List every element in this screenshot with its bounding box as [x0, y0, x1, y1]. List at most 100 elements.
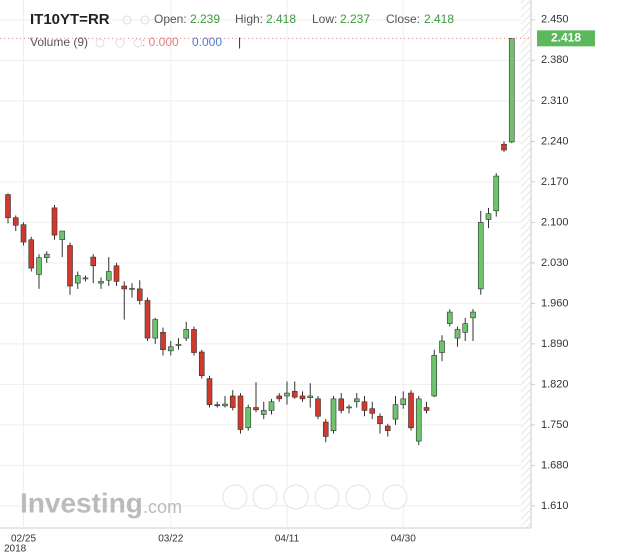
candle-body [191, 329, 197, 353]
last-price-label: 2.418 [551, 31, 581, 45]
candle-body [462, 323, 469, 333]
candle-body [105, 271, 112, 281]
future-area [521, 0, 531, 528]
candle-body [369, 408, 376, 414]
candle-body [315, 398, 321, 417]
candle-body [253, 407, 259, 411]
volume-value: 0.000 [192, 35, 222, 49]
candle-body [36, 257, 42, 275]
candle-body [377, 415, 383, 425]
candle-body [408, 392, 414, 429]
nav-buttons [222, 484, 408, 510]
icon [122, 15, 132, 25]
candle-body [307, 395, 314, 398]
y-tick-label: 1.750 [541, 419, 569, 431]
volume-label: Volume (9) [30, 35, 88, 49]
candle-body [152, 319, 159, 339]
candle-body [20, 224, 27, 243]
high-value: 2.418 [266, 12, 296, 26]
candle-body [284, 392, 290, 397]
nav-button[interactable] [345, 484, 371, 510]
candle-body [338, 398, 345, 411]
y-tick-label: 1.960 [541, 297, 569, 309]
candle-body [439, 340, 445, 353]
candle-body [508, 38, 515, 143]
candle-body [82, 277, 89, 280]
candle-body [5, 194, 11, 219]
nav-button[interactable] [252, 484, 278, 510]
candle-body [423, 407, 430, 411]
y-tick-label: 1.680 [541, 459, 569, 471]
candle-body [144, 300, 151, 339]
icon [133, 38, 143, 48]
candle-body [214, 404, 221, 407]
candle-body [175, 344, 182, 346]
candle-body [392, 404, 399, 420]
open-label: Open: [154, 12, 187, 26]
y-tick-label: 1.890 [541, 338, 569, 350]
low-value: 2.237 [340, 12, 370, 26]
candle-body [98, 281, 104, 284]
x-tick-label: 02/25 [11, 534, 36, 545]
candle-body [361, 401, 368, 411]
candle-body [90, 256, 97, 267]
candle-body [198, 351, 205, 377]
candle-body [28, 239, 35, 269]
candle-body [454, 329, 461, 339]
candle-body [51, 207, 58, 236]
nav-button[interactable] [382, 484, 408, 510]
candle-body [501, 143, 507, 151]
candle-body [400, 398, 407, 405]
nav-button[interactable] [222, 484, 248, 510]
high-label: High: [235, 12, 263, 26]
candle-body [245, 407, 252, 429]
candle-body [330, 398, 337, 431]
candle-body [160, 332, 166, 350]
open-value: 2.239 [190, 12, 220, 26]
y-tick-label: 2.100 [541, 216, 569, 228]
candle-body [299, 395, 306, 400]
candle-body [485, 213, 492, 220]
candle-body [59, 230, 66, 241]
candle-body [12, 217, 19, 226]
candle-body [121, 285, 128, 290]
candle-body [431, 355, 438, 397]
nav-button[interactable] [314, 484, 340, 510]
last-price-box [537, 30, 595, 47]
candle-body [74, 275, 81, 284]
candle-body [470, 311, 476, 319]
candle-body [276, 395, 283, 400]
candle-body [222, 403, 228, 407]
grid [0, 0, 521, 528]
close-value: 2.418 [424, 12, 454, 26]
candle-body [322, 421, 329, 437]
candle-body [206, 378, 213, 405]
candle-body [477, 222, 484, 290]
y-tick-label: 2.030 [541, 257, 569, 269]
candle-body [229, 395, 236, 408]
y-tick-label: 2.240 [541, 135, 569, 147]
y-tick-label: 1.610 [541, 500, 569, 512]
candle-body [67, 245, 73, 287]
y-tick-label: 1.820 [541, 378, 569, 390]
y-tick-label: 2.170 [541, 176, 569, 188]
candle-body [493, 175, 500, 212]
low-label: Low: [312, 12, 337, 26]
candle-body [260, 410, 267, 415]
x-year-label: 2018 [4, 544, 27, 555]
candle-body [415, 398, 422, 442]
logo-suffix: .com [143, 497, 182, 517]
candle-body [346, 406, 352, 409]
symbol: IT10YT=RR [30, 11, 110, 28]
candle-body [268, 401, 275, 411]
candle-body [167, 346, 174, 352]
candle-body [183, 329, 190, 339]
y-tick-label: 2.380 [541, 54, 569, 66]
candle-body [291, 391, 298, 398]
icon [115, 38, 125, 48]
x-tick-label: 04/30 [391, 534, 416, 545]
nav-button[interactable] [283, 484, 309, 510]
labels: 2.450 2.380 2.310 2.240 2.170 2.100 2.030 1.960… [0, 14, 595, 545]
